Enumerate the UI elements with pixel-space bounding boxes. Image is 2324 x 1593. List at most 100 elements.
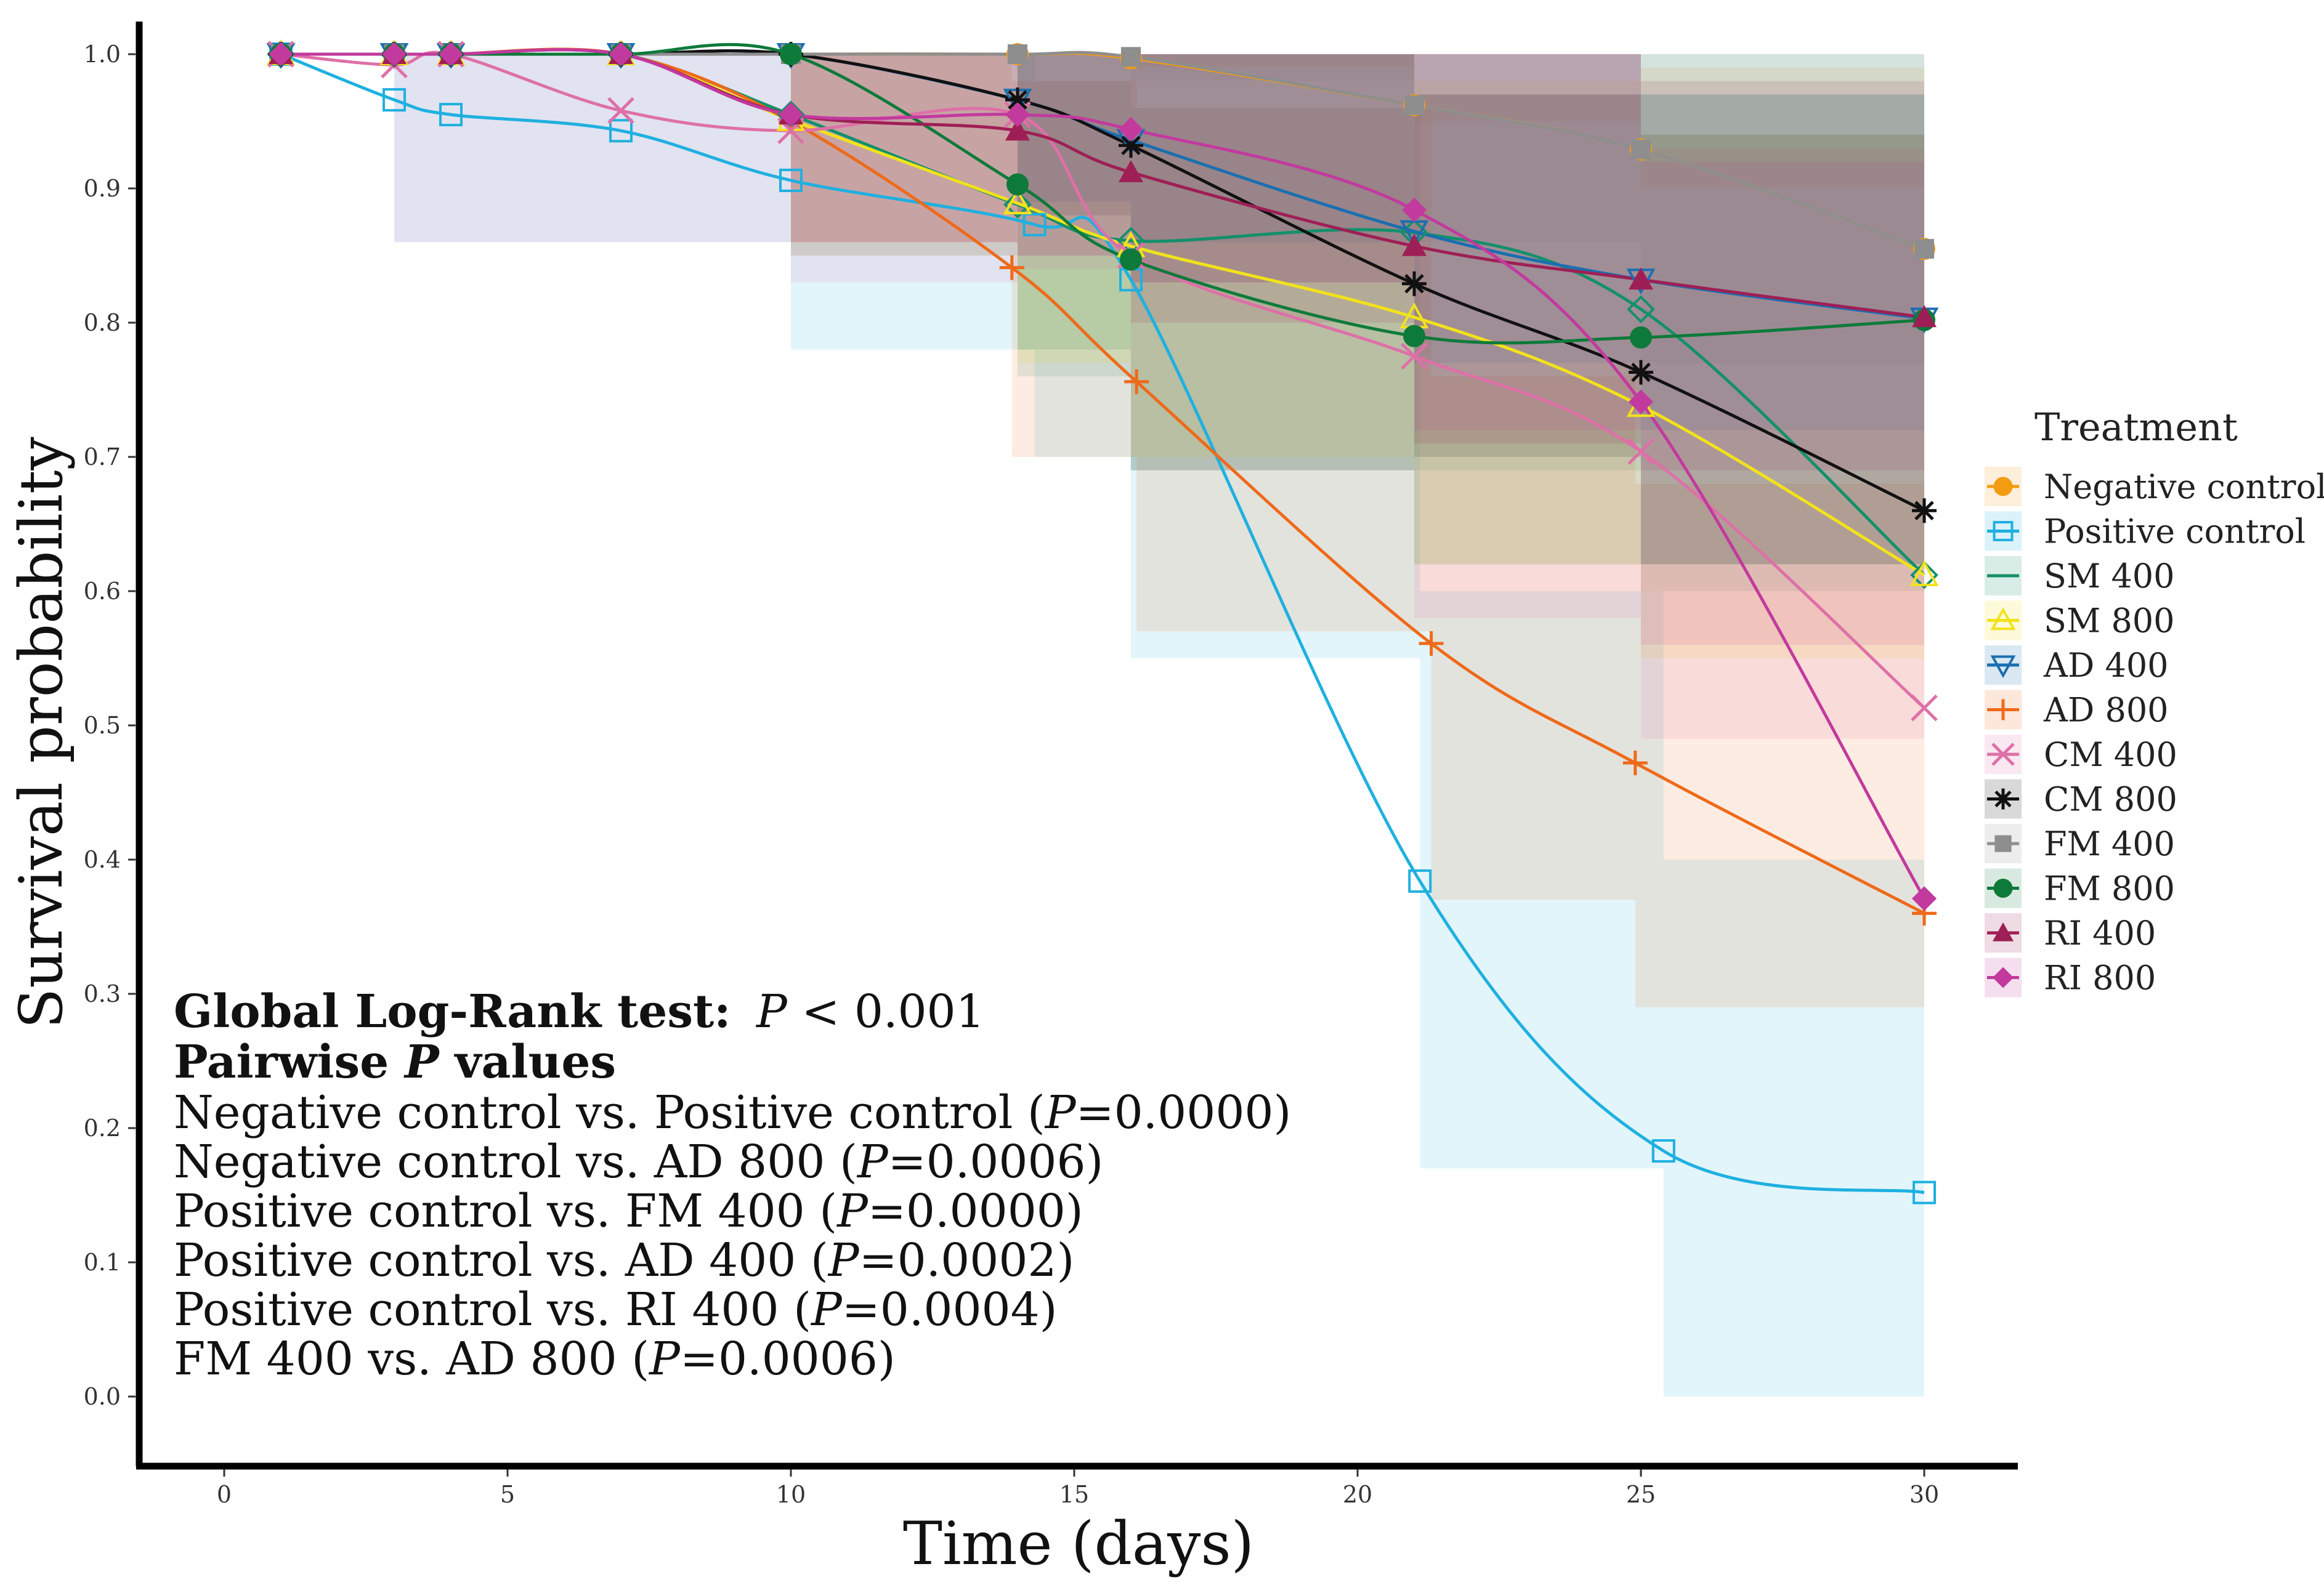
data-point [1022,212,1047,236]
comparison-label: Positive control vs. RI 400 ( [174,1283,811,1336]
legend-label: SM 800 [2044,602,2175,640]
pairwise-suffix: values [453,1036,616,1089]
x-tick-label: 10 [776,1481,806,1508]
x-tick-label: 20 [1343,1481,1372,1508]
y-tick-label: 0.1 [84,1249,121,1276]
x-tick-label: 15 [1059,1481,1089,1508]
y-tick-label: 0.6 [84,578,121,605]
data-point [1408,869,1432,893]
comparison-p-symbol: P [836,1185,868,1238]
survival-line [280,52,1925,1195]
comparison-label: Negative control vs. Positive control ( [174,1086,1045,1139]
comparison-label: Positive control vs. AD 400 ( [174,1234,828,1287]
comparison-p-value: =0.0002) [859,1234,1075,1287]
data-point [1419,631,1444,656]
data-point [1404,95,1424,115]
curve-markers [266,39,1939,1204]
comparison-p-symbol: P [856,1135,889,1188]
data-point [609,119,633,143]
data-point [1005,118,1030,141]
legend-key-marker [1993,879,2013,898]
data-point [1914,239,1934,259]
legend-label: FM 800 [2044,869,2175,908]
confidence-band [281,54,1924,551]
data-point [779,168,803,192]
data-point [609,42,633,67]
comparison-p-symbol: P [827,1234,860,1287]
legend: Treatment Negative control Positive contr… [1985,405,2324,998]
legend-key-marker [1993,967,2014,988]
y-tick-label: 0.0 [84,1383,121,1410]
legend-key-marker [1990,607,2016,631]
data-point [1629,360,1653,385]
data-point [1909,560,1939,586]
data-point [1119,133,1143,158]
y-axis-title: Survival probability [7,437,76,1028]
y-tick-label: 0.5 [84,712,121,739]
data-point [780,43,802,65]
y-tick-label: 0.3 [84,980,121,1007]
comparison-p-value: =0.0006) [680,1333,896,1385]
data-point [1910,561,1938,589]
legend-label: RI 400 [2044,914,2156,953]
legend-label: CM 800 [2044,780,2177,819]
data-point [269,42,293,67]
data-point [1008,44,1027,64]
legend-key-marker [1993,521,2014,541]
pairwise-comparisons: Negative control vs. Positive control (P… [174,1086,1291,1385]
x-ticks: 0 5 10 15 20 25 30 [217,1469,1939,1508]
data-point [1005,102,1030,127]
data-point [607,97,634,124]
confidence-band [281,54,1924,1195]
data-point [1403,325,1425,347]
data-point [1627,438,1654,466]
y-tick-label: 0.4 [84,846,121,873]
data-point [1402,233,1427,256]
legend-key-marker [1990,655,2016,679]
legend-label: AD 400 [2043,646,2169,685]
global-logrank-line: Global Log-Rank test: P < 0.001 [174,985,985,1038]
data-point [1912,498,1937,523]
data-point [999,255,1024,280]
legend-key-marker [1993,477,2013,496]
axes [136,22,2018,1470]
data-point [383,88,406,112]
legend-key-marker [1993,699,2014,720]
comparison-p-symbol: P [1044,1086,1077,1139]
comparison-label: FM 400 vs. AD 800 ( [174,1333,649,1385]
pairwise-comparison: Negative control vs. Positive control (P… [174,1086,1291,1139]
legend-key-marker [1993,922,2014,942]
legend-key-marker [1991,743,2015,766]
legend-label: RI 800 [2044,959,2156,998]
comparison-p-value: =0.0000) [868,1185,1083,1238]
data-point [1912,886,1937,911]
x-tick-label: 5 [500,1481,515,1508]
confidence-band [281,54,1924,1021]
confidence-band [281,54,1924,511]
comparison-p-value: =0.0006) [888,1135,1104,1188]
data-point [1629,267,1653,290]
pairwise-comparison: Positive control vs. FM 400 (P=0.0000) [174,1185,1083,1238]
data-point [1119,159,1143,182]
data-point [1003,190,1032,219]
confidence-band [281,54,1924,296]
y-tick-label: 1.0 [84,41,121,68]
comparison-p-symbol: P [648,1333,681,1385]
x-tick-label: 25 [1626,1481,1656,1508]
comparison-label: Negative control vs. AD 800 ( [174,1135,857,1188]
stats-annotation: Global Log-Rank test: P < 0.001 Pairwise… [174,985,1291,1385]
data-point [1124,369,1149,394]
data-point [1003,188,1032,214]
comparison-p-symbol: P [810,1283,843,1336]
data-point [1630,326,1652,349]
y-tick-label: 0.8 [84,309,121,336]
pairwise-comparison: Negative control vs. AD 800 (P=0.0006) [174,1135,1103,1188]
data-point [1629,389,1653,414]
y-tick-label: 0.9 [84,175,121,202]
pairwise-prefix: Pairwise [174,1036,405,1089]
data-point [1622,751,1648,776]
y-ticks: 0.0 0.1 0.2 0.3 0.4 0.5 0.6 0.7 0.8 0.9 1.0 [84,41,136,1410]
pairwise-heading: Pairwise P values [174,1036,616,1089]
pairwise-comparison: Positive control vs. RI 400 (P=0.0004) [174,1283,1058,1336]
